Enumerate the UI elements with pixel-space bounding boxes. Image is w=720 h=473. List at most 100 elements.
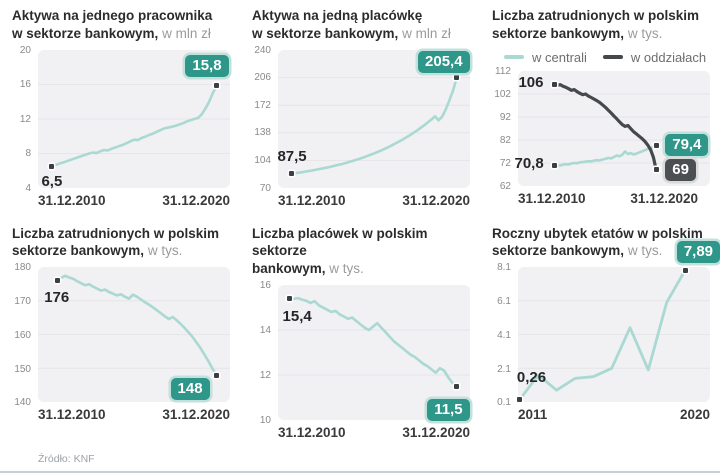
- series-start-value: 70,8: [514, 155, 544, 173]
- chart-title: Liczba zatrudnionych w polskim sektorze …: [492, 7, 710, 43]
- series-start-value: 6,5: [41, 173, 63, 191]
- title-unit-note: w tys.: [329, 261, 364, 277]
- chart-panel: 70,8 79,4 106 69: [514, 70, 710, 186]
- series-start-value: 87,5: [277, 148, 307, 166]
- title-line2: sektorze bankowym,: [12, 243, 145, 259]
- x-label-start: 31.12.2010: [278, 192, 346, 208]
- footer: Źródło: KNF: [0, 453, 720, 473]
- series-start-value: 0,26: [516, 368, 547, 386]
- series-start-value: 15,4: [282, 307, 312, 325]
- series-end-value-badge: 79,4: [665, 133, 709, 156]
- legend: w centrali w oddziałach: [504, 50, 710, 65]
- x-label-end: 31.12.2020: [630, 190, 698, 206]
- source-label: Źródło: KNF: [38, 453, 95, 466]
- chart-panel: 0,26 7,89: [516, 240, 720, 403]
- y-tick-label: 0.1: [497, 397, 511, 409]
- series-line-liczba placówek: [288, 296, 458, 388]
- title-unit-note: w mln zł: [162, 25, 211, 41]
- title-line1: Liczba zatrudnionych w polskim: [492, 8, 700, 23]
- series-line-roczny ubytek etatów: [518, 269, 687, 401]
- data-point-marker: [551, 162, 557, 168]
- y-tick-label: 172: [254, 99, 271, 111]
- y-tick-label: 14: [259, 325, 271, 337]
- y-axis-ticks: 20 16 12 8 4: [10, 45, 38, 194]
- title-unit-note: w tys.: [627, 25, 663, 41]
- title-line2: sektorze bankowym,: [492, 25, 625, 41]
- series-start-value: 176: [44, 288, 70, 306]
- x-label-start: 2011: [518, 407, 548, 423]
- x-axis-labels: 31.12.2010 31.12.2020: [278, 193, 470, 208]
- charts-row-bottom: Liczba zatrudnionych w polskim sektorze …: [0, 223, 720, 440]
- title-unit-note: w mln zł: [402, 25, 451, 41]
- y-tick-label: 20: [19, 44, 31, 56]
- series-line-w oddziałach: [552, 82, 658, 172]
- data-point-marker: [454, 383, 460, 389]
- data-point-marker: [288, 170, 294, 176]
- y-axis-ticks: 16 14 12 10: [250, 280, 278, 426]
- title-line2: bankowym,: [252, 261, 326, 277]
- y-tick-label: 2.1: [497, 363, 511, 375]
- chart-card-total-employment: Liczba zatrudnionych w polskim sektorze …: [0, 223, 240, 440]
- x-label-end: 31.12.2020: [402, 425, 470, 441]
- chart-title: Liczba placówek w polskim sektorze banko…: [252, 225, 470, 278]
- chart-canvas: [278, 76, 470, 175]
- x-label-end: 31.12.2020: [162, 192, 230, 208]
- data-point-marker: [214, 372, 220, 378]
- title-line1: Liczba zatrudnionych w polskim: [12, 225, 220, 241]
- x-axis-labels: 2011 2020: [518, 407, 710, 422]
- chart-area: 20 16 12 8 4 6,5 15,8: [10, 45, 230, 194]
- y-tick-label: 4.1: [497, 329, 511, 341]
- chart-title: Liczba zatrudnionych w polskim sektorze …: [12, 225, 230, 261]
- chart-title: Aktywa na jedną placówkę w sektorze bank…: [252, 7, 470, 43]
- y-tick-label: 206: [254, 72, 271, 84]
- legend-item-oddzialach: w oddziałach: [602, 49, 707, 65]
- data-point-marker: [454, 75, 460, 81]
- y-tick-label: 92: [499, 111, 511, 123]
- title-unit-note: w tys.: [147, 243, 183, 259]
- y-tick-label: 72: [499, 157, 511, 169]
- series-end-value-badge: 15,8: [185, 54, 229, 77]
- data-point-marker: [653, 167, 659, 173]
- chart-panel: 15,4 11,5: [278, 285, 470, 422]
- series-line-aktywa na placówkę: [290, 76, 458, 175]
- series-start-value: 106: [518, 74, 544, 92]
- series-end-value-badge: 11,5: [427, 399, 470, 422]
- oddzialach-line-swatch-icon: [602, 55, 623, 60]
- legend-label: w centrali: [532, 49, 587, 65]
- y-axis-ticks: 8.1 6.1 4.1 2.1 0.1: [490, 262, 518, 408]
- data-point-marker: [214, 83, 220, 89]
- data-point-marker: [48, 163, 54, 169]
- chart-card-annual-job-losses: Roczny ubytek etatów w polskim sektorze …: [480, 223, 720, 440]
- chart-canvas: [38, 83, 230, 168]
- title-unit-note: w tys.: [627, 243, 663, 259]
- chart-title: Roczny ubytek etatów w polskim sektorze …: [492, 225, 710, 261]
- y-axis-ticks: 180 170 160 150 140: [10, 262, 38, 408]
- y-tick-label: 102: [494, 88, 511, 100]
- y-tick-label: 16: [19, 79, 31, 91]
- x-axis-labels: 31.12.2010 31.12.2020: [518, 191, 698, 206]
- data-point-marker: [653, 143, 659, 149]
- y-tick-label: 62: [499, 180, 511, 192]
- x-axis-labels: 31.12.2010 31.12.2020: [38, 193, 230, 208]
- x-label-start: 31.12.2010: [38, 407, 106, 423]
- chart-card-branch-count: Liczba placówek w polskim sektorze banko…: [240, 223, 480, 440]
- data-point-marker: [287, 296, 293, 302]
- data-point-marker: [551, 81, 557, 87]
- y-tick-label: 82: [499, 134, 511, 146]
- centrali-line-swatch-icon: [504, 55, 524, 60]
- chart-panel: 6,5 15,8: [38, 49, 230, 191]
- y-tick-label: 104: [254, 155, 271, 167]
- chart-area: 112 102 92 82 72 62 70,8 79,4 106 69: [490, 66, 710, 192]
- y-tick-label: 112: [495, 65, 511, 77]
- series-end-value-badge: 69: [665, 158, 696, 181]
- charts-row-top: Aktywa na jednego pracownika w sektorze …: [0, 5, 720, 208]
- x-label-start: 31.12.2010: [38, 192, 106, 208]
- y-tick-label: 16: [259, 280, 271, 292]
- x-axis-labels: 31.12.2010 31.12.2020: [278, 425, 470, 440]
- chart-canvas: [38, 274, 230, 377]
- data-point-marker: [517, 397, 523, 403]
- legend-label: w oddziałach: [630, 49, 707, 65]
- chart-area: 240 206 172 138 104 70 87,5 205,4: [250, 45, 470, 194]
- y-axis-ticks: 240 206 172 138 104 70: [250, 45, 278, 194]
- y-tick-label: 150: [14, 363, 31, 375]
